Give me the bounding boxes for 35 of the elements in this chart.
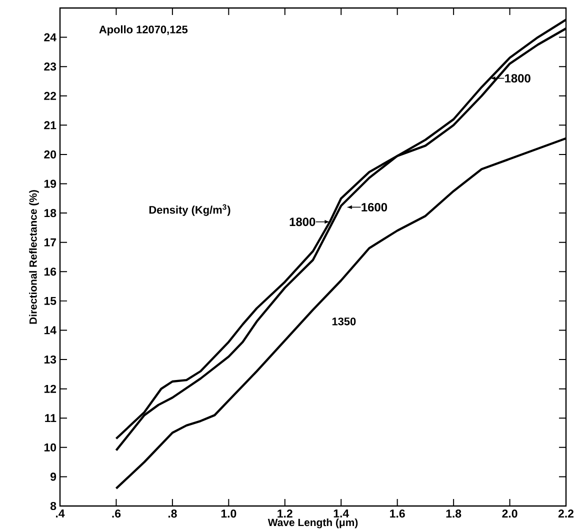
y-tick-label: 18: [44, 209, 56, 218]
y-tick-label: 16: [44, 268, 56, 276]
x-tick-label: .8: [168, 510, 177, 518]
x-tick-label: 1.0: [221, 510, 236, 518]
y-tick-label: 22: [44, 92, 56, 100]
y-tick-label: 9: [50, 472, 56, 481]
x-tick-label: 1.2: [278, 510, 292, 518]
y-tick-label: 20: [44, 150, 56, 159]
x-axis-title: Wave Length (μm): [268, 518, 358, 528]
annotation: Apollo 12070,125: [99, 25, 188, 36]
y-tick-label: 21: [44, 121, 56, 130]
annotation: Density (Kg/m$^{3}$): [149, 204, 230, 216]
x-tick-label: 2.0: [502, 510, 518, 518]
annotation: 1350: [332, 318, 356, 326]
y-tick-label: 15: [44, 296, 56, 305]
annotation: 1800: [505, 74, 530, 83]
y-tick-label: 17: [44, 238, 56, 246]
y-tick-label: 10: [44, 443, 56, 452]
y-tick-label: 14: [44, 326, 56, 334]
y-tick-label: 19: [44, 180, 56, 188]
y-tick-label: 24: [44, 33, 56, 42]
y-tick-label: 11: [45, 414, 56, 422]
y-tick-label: 13: [44, 355, 56, 364]
x-tick-label: 1.4: [334, 510, 350, 518]
x-tick-label: .4: [56, 510, 65, 518]
y-tick-label: 12: [44, 384, 56, 393]
x-tick-label: .6: [112, 510, 121, 518]
y-tick-label: 8: [50, 502, 56, 510]
x-tick-label: 2.2: [558, 510, 574, 518]
y-axis-title: Directional Reflectance (%): [29, 190, 39, 324]
y-tick-label: 23: [44, 62, 56, 71]
x-tick-label: 1.8: [446, 510, 462, 518]
x-tick-label: 1.6: [390, 510, 405, 518]
annotation: 1800: [290, 218, 316, 226]
annotation: 1600: [362, 202, 388, 212]
